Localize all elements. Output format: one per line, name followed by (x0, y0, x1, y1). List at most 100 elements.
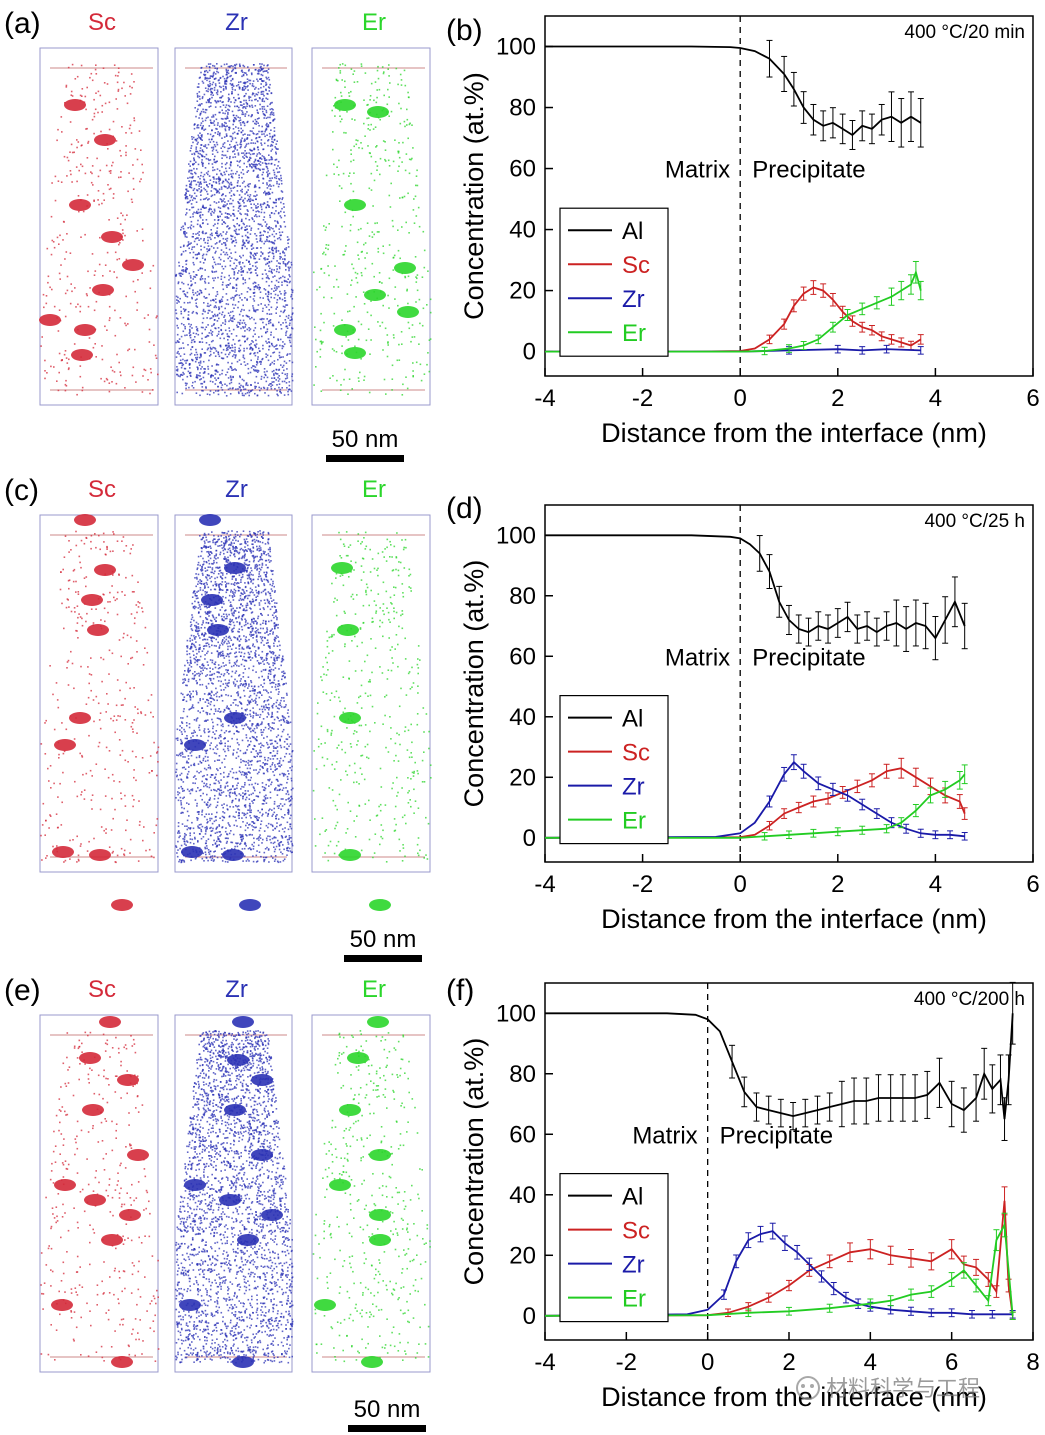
atom-dot (231, 316, 234, 319)
atom-dot (129, 93, 132, 95)
atom-dot (120, 155, 122, 157)
atom-dot (207, 365, 209, 368)
atom-dot (209, 66, 211, 69)
atom-dot (202, 253, 205, 256)
atom-dot (66, 661, 69, 663)
atom-dot (212, 256, 214, 259)
atom-dot (213, 178, 215, 180)
atom-dot (207, 210, 210, 213)
atom-dot (105, 377, 108, 380)
atom-dot (226, 237, 229, 240)
atom-dot (77, 141, 80, 143)
atom-dot (192, 175, 194, 178)
atom-dot (92, 622, 95, 624)
atom-dot (40, 834, 42, 837)
atom-dot (138, 824, 141, 826)
atom-dot (335, 78, 338, 81)
atom-dot (201, 321, 204, 324)
atom-dot (401, 226, 403, 228)
atom-dot (339, 63, 341, 66)
atom-dot (204, 87, 207, 89)
atom-dot (181, 273, 184, 275)
atom-dot (195, 233, 197, 235)
atom-dot (261, 675, 263, 678)
atom-dot (79, 752, 81, 755)
atom-dot (190, 172, 192, 175)
atom-dot (192, 672, 194, 675)
atom-dot (231, 110, 234, 113)
atom-dot (124, 95, 126, 97)
atom-dot (225, 251, 228, 254)
atom-dot (370, 189, 373, 191)
atom-dot (175, 295, 178, 298)
atom-dot (242, 173, 245, 175)
atom-dot (275, 312, 277, 314)
atom-dot (156, 774, 158, 777)
atom-dot (256, 533, 259, 536)
atom-dot (281, 258, 284, 260)
atom-dot (58, 371, 60, 374)
atom-dot (403, 69, 406, 72)
atom-dot (271, 252, 274, 254)
atom-dot (99, 808, 102, 811)
atom-dot (178, 787, 180, 789)
atom-dot (232, 338, 235, 341)
atom-dot (224, 307, 226, 310)
atom-dot (274, 275, 276, 277)
atom-dot (251, 821, 253, 823)
atom-dot (228, 147, 231, 150)
atom-dot (273, 212, 276, 215)
atom-dot (407, 137, 409, 140)
atom-dot (185, 213, 187, 216)
atom-dot (207, 186, 209, 188)
atom-dot (233, 307, 235, 309)
atom-dot (227, 113, 229, 115)
atom-dot (133, 591, 135, 593)
atom-dot (192, 233, 195, 235)
atom-dot (103, 82, 106, 84)
atom-dot (260, 378, 263, 380)
atom-dot (256, 755, 258, 758)
atom-dot (222, 231, 225, 233)
atom-dot (204, 232, 207, 235)
atom-dot (276, 373, 279, 375)
atom-dot (204, 207, 206, 209)
atom-dot (277, 294, 279, 297)
atom-dot (252, 307, 255, 309)
atom-dot (275, 344, 278, 346)
atom-dot (341, 319, 343, 321)
atom-dot (246, 544, 249, 547)
atom-dot (212, 116, 215, 118)
atom-dot (156, 315, 158, 317)
atom-dot (199, 149, 201, 152)
atom-dot (199, 353, 202, 355)
atom-dot (217, 122, 219, 124)
atom-dot (273, 247, 276, 250)
atom-dot (207, 302, 209, 305)
atom-dot (214, 710, 217, 712)
atom-dot (189, 367, 191, 369)
atom-dot (231, 77, 234, 80)
atom-dot (415, 175, 418, 177)
atom-dot (413, 336, 416, 338)
atom-dot (224, 596, 227, 599)
atom-dot (65, 385, 68, 387)
atom-dot (108, 319, 111, 322)
atom-dot (243, 122, 246, 125)
atom-dot (221, 313, 223, 316)
atom-dot (267, 641, 269, 644)
atom-dot (212, 169, 214, 172)
atom-dot (262, 660, 264, 663)
atom-dot (244, 245, 246, 248)
atom-dot (376, 169, 378, 171)
atom-dot (269, 267, 271, 270)
atom-dot (279, 356, 281, 359)
precipitate-cluster (69, 712, 91, 724)
atom-dot (423, 249, 426, 252)
atom-dot (376, 222, 378, 224)
atom-dot (332, 131, 334, 133)
atom-dot (423, 266, 426, 269)
atom-dot (93, 199, 95, 202)
precipitate-cluster (367, 106, 389, 118)
atom-dot (407, 275, 410, 278)
